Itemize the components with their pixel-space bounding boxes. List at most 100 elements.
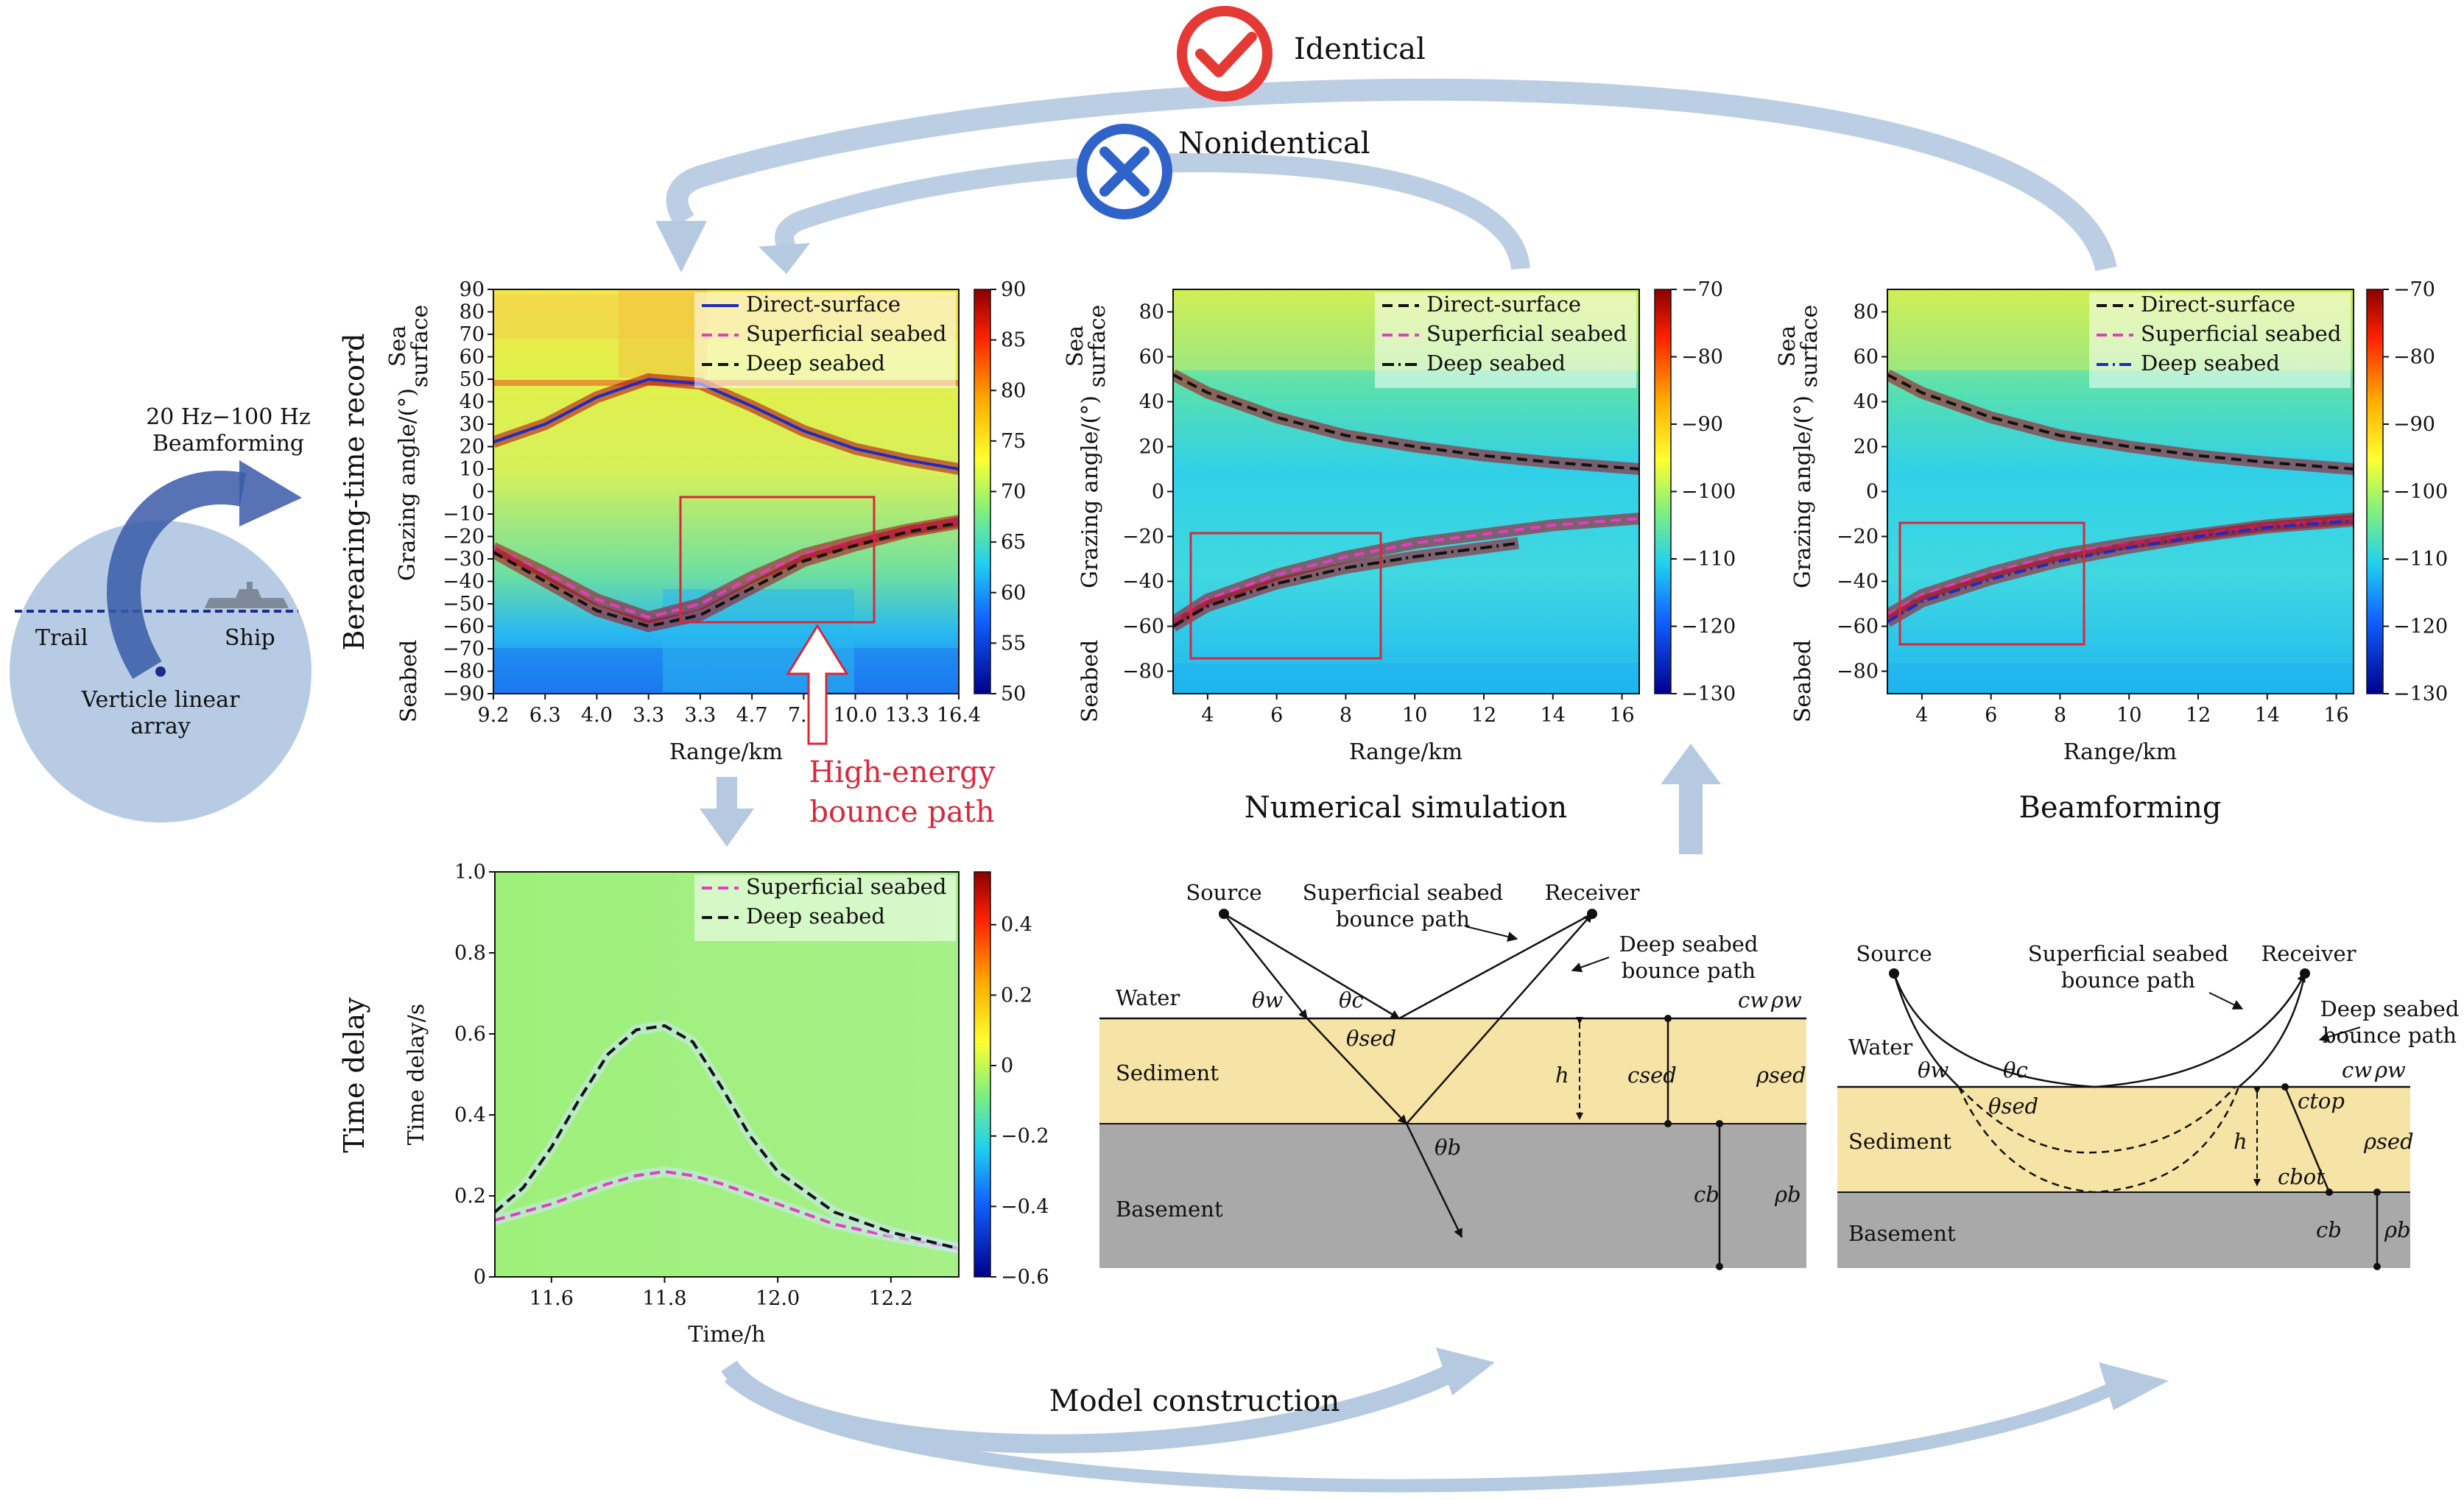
y-tick-label: −60	[1122, 616, 1164, 638]
btr-sea-surface-label-1: Sea	[385, 325, 411, 367]
colorbar-tick-label: 75	[1001, 430, 1026, 453]
y-tick-label: −40	[1837, 571, 1879, 594]
mr-deep-label-1: Deep seabed	[2320, 996, 2460, 1021]
y-tick-label: 1.0	[454, 861, 486, 884]
y-tick-label: −70	[443, 638, 485, 661]
y-tick-label: 40	[460, 391, 485, 414]
colorbar-tick-label: 0.4	[1001, 914, 1032, 937]
legend-entry: Direct-surface	[2141, 292, 2295, 317]
colorbar-tick-label: −0.4	[1001, 1195, 1049, 1218]
colorbar-tick-label: 85	[1001, 329, 1026, 352]
x-tick-label: 8	[1340, 704, 1352, 727]
series-line-direct-surface	[1887, 373, 2354, 471]
colorbar-tick-label: 55	[1001, 632, 1026, 655]
array-label-line1: Verticle linear	[81, 687, 240, 713]
series-line-direct-surface	[493, 377, 959, 471]
beamforming-band-label-line1: 20 Hz−100 Hz	[146, 404, 311, 430]
colorbar-tick-label: 60	[1001, 582, 1026, 605]
legend-entry: Superficial seabed	[1426, 321, 1627, 346]
x-tick-label: 9.2	[478, 704, 510, 727]
td-colorbar	[974, 871, 991, 1278]
colorbar-tick-label: −110	[2393, 548, 2448, 571]
bf-panel: Direct-surface Superficial seabed Deep sea…	[1775, 278, 2448, 825]
y-tick-label: −80	[1122, 661, 1164, 683]
model-construction-label: Model construction	[1049, 1384, 1340, 1418]
model-left-diagram: Source Receiver Superficial seabed bounc…	[1099, 880, 1806, 1270]
btr-sea-surface-label-2: surface	[407, 305, 433, 388]
colorbar-tick-label: 0.2	[1001, 984, 1032, 1007]
legend-box	[2089, 292, 2351, 388]
side-label-time-delay: Time delay	[338, 997, 370, 1153]
ml-theta-sed: θsed	[1346, 1026, 1396, 1051]
sim-seabed-label: Seabed	[1077, 640, 1103, 722]
legend-box	[1375, 292, 1636, 388]
y-tick-label: 0.8	[454, 942, 486, 965]
sim-colorbar	[1654, 289, 1672, 694]
ml-sediment-label: Sediment	[1116, 1060, 1219, 1085]
y-tick-label: 80	[1139, 301, 1164, 324]
array-scene: Trail Ship Verticle linear array 20 Hz−1…	[10, 404, 311, 823]
y-tick-label: 90	[460, 278, 485, 301]
y-tick-label: −20	[1837, 526, 1879, 549]
legend-entry: Deep seabed	[2141, 351, 2280, 376]
sim-ylabel: Grazing angle/(°)	[1077, 395, 1103, 588]
sim-sea-surface-label-2: surface	[1085, 305, 1110, 388]
colorbar-tick-label: −120	[1681, 616, 1736, 638]
ml-rho-sed: ρsed	[1756, 1063, 1806, 1088]
x-tick-label: 6.3	[529, 704, 561, 727]
high-energy-label-line2: bounce path	[809, 795, 994, 829]
y-tick-label: 60	[1139, 346, 1164, 369]
x-tick-label: 4	[1201, 704, 1214, 727]
colorbar-tick-label: −0.6	[1001, 1266, 1049, 1289]
ml-rho-w: ρw	[1770, 987, 1802, 1013]
ml-h: h	[1555, 1063, 1569, 1088]
colorbar-tick-label: −90	[1681, 413, 1723, 436]
legend-box	[694, 292, 956, 388]
x-tick-label: 8	[2054, 704, 2066, 727]
bf-sea-surface-label-1: Sea	[1775, 325, 1801, 367]
ml-deep-label-1: Deep seabed	[1619, 932, 1759, 957]
mr-h: h	[2234, 1129, 2247, 1154]
colorbar-tick-label: −110	[1681, 548, 1736, 571]
bf-colorbar	[2366, 289, 2384, 694]
mr-theta-sed: θsed	[1988, 1094, 2038, 1119]
side-label-bearing-time: Berearing-time record	[338, 333, 370, 650]
y-tick-label: −10	[443, 503, 485, 526]
x-tick-label: 16.4	[937, 704, 981, 727]
mr-superficial-label-2: bounce path	[2061, 968, 2195, 993]
ship-label: Ship	[225, 625, 275, 651]
colorbar-tick-label: −80	[2393, 346, 2435, 369]
y-tick-label: −40	[1122, 571, 1164, 594]
colorbar-tick-label: −70	[1681, 278, 1723, 301]
y-tick-label: −40	[443, 571, 485, 594]
sim-xlabel: Range/km	[1349, 739, 1462, 765]
mr-c-bot: cbot	[2278, 1164, 2325, 1189]
y-tick-label: 40	[1139, 391, 1164, 414]
y-tick-label: 10	[460, 458, 485, 481]
mr-receiver-label: Receiver	[2261, 941, 2356, 966]
ml-source-label: Source	[1186, 880, 1261, 905]
colorbar-tick-label: −0.2	[1001, 1125, 1049, 1148]
y-tick-label: 20	[1139, 436, 1164, 459]
series-line-deep-seabed	[1887, 519, 2354, 624]
basement-layer	[1099, 1124, 1806, 1268]
y-tick-label: −60	[443, 616, 485, 638]
series-line-superficial-seabed	[493, 519, 959, 619]
y-tick-label: 70	[460, 323, 485, 346]
ml-water-label: Water	[1116, 985, 1180, 1010]
legend-entry: Deep seabed	[1426, 351, 1566, 376]
colorbar-tick-label: −100	[2393, 481, 2448, 504]
high-energy-callout: High-energy bounce path	[786, 624, 996, 829]
mr-theta-c: θc	[2003, 1057, 2028, 1082]
mr-source-label: Source	[1856, 941, 1932, 966]
y-tick-label: 0	[1152, 481, 1164, 504]
series-line-deep-seabed	[1173, 541, 1519, 628]
y-tick-label: 80	[1854, 301, 1879, 324]
colorbar-tick-label: −130	[1681, 683, 1736, 705]
x-tick-label: 4.0	[581, 704, 613, 727]
y-tick-label: −20	[443, 526, 485, 549]
y-tick-label: 0.2	[454, 1185, 486, 1208]
mr-c-w: cw	[2342, 1057, 2372, 1082]
sim-caption: Numerical simulation	[1245, 791, 1567, 825]
